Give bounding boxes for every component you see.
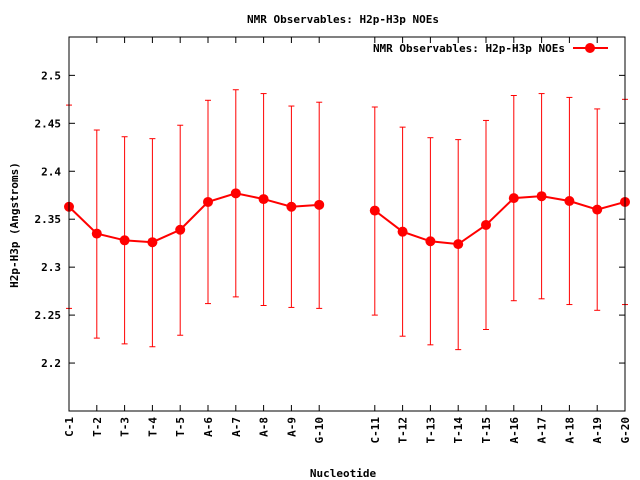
plot-frame xyxy=(68,36,626,412)
data-point xyxy=(453,239,464,250)
x-tick-label: A-6 xyxy=(202,417,215,437)
x-tick-label: A-18 xyxy=(563,417,576,444)
data-point xyxy=(481,219,491,230)
x-tick-label: G-10 xyxy=(313,417,326,444)
data-point xyxy=(564,195,575,206)
x-tick-label: T-2 xyxy=(91,417,104,437)
data-point xyxy=(175,224,186,235)
data-point xyxy=(536,191,547,202)
data-point xyxy=(508,193,519,204)
data-point xyxy=(258,194,269,205)
x-tick-label: G-20 xyxy=(619,417,632,444)
data-point xyxy=(230,188,241,199)
data-point xyxy=(425,236,436,247)
x-tick-label: T-12 xyxy=(397,417,410,444)
data-point xyxy=(91,228,102,239)
legend-marker xyxy=(585,43,595,53)
y-tick-label: 2.25 xyxy=(35,309,62,322)
x-tick-label: T-5 xyxy=(174,417,187,437)
y-tick-label: 2.35 xyxy=(35,213,62,226)
x-tick-label: T-3 xyxy=(119,417,132,437)
data-point xyxy=(397,226,408,237)
data-point xyxy=(286,201,297,212)
data-point xyxy=(369,205,380,216)
plot-area: 2.2 2.25 2.3 2.35 2.4 2.45 2.5 C-1 T-2 T-3 T-4 T-5 A… xyxy=(35,37,632,444)
series-line xyxy=(374,195,626,246)
legend: NMR Observables: H2p-H3p NOEs xyxy=(373,42,608,55)
x-tick-label: A-17 xyxy=(536,417,549,444)
y-tick-label: 2.4 xyxy=(41,165,61,178)
series-line xyxy=(68,192,320,244)
x-tick-label: A-8 xyxy=(258,417,271,437)
y-tick-label: 2.2 xyxy=(41,357,61,370)
x-tick-label: A-9 xyxy=(285,417,298,437)
y-tick-label: 2.5 xyxy=(41,69,61,82)
x-tick-label: C-11 xyxy=(369,417,382,444)
y-tick-label: 2.45 xyxy=(35,117,62,130)
x-tick-label: T-15 xyxy=(480,417,493,444)
data-point xyxy=(314,199,325,210)
x-axis-label: Nucleotide xyxy=(310,467,377,480)
legend-label: NMR Observables: H2p-H3p NOEs xyxy=(373,42,565,55)
x-tick-label: A-16 xyxy=(508,417,521,444)
data-point xyxy=(119,235,130,246)
x-tick-label: T-4 xyxy=(146,417,159,437)
data-point xyxy=(592,204,603,215)
x-tick-label: A-19 xyxy=(591,417,604,444)
data-point xyxy=(147,237,158,248)
y-axis-label: H2p-H3p (Angstroms) xyxy=(8,162,21,288)
y-tick-label: 2.3 xyxy=(41,261,61,274)
x-tick-label: T-14 xyxy=(452,417,465,444)
x-tick-label: A-7 xyxy=(230,417,243,437)
chart-title: NMR Observables: H2p-H3p NOEs xyxy=(247,13,439,26)
x-tick-label: T-13 xyxy=(424,417,437,444)
x-tick-label: C-1 xyxy=(63,417,76,437)
data-point xyxy=(203,196,213,207)
